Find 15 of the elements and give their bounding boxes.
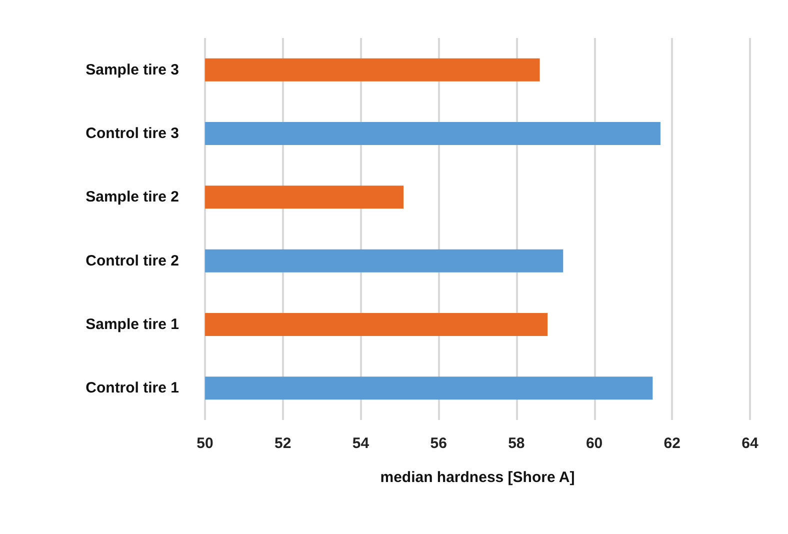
x-tick-label: 58 (508, 435, 525, 452)
x-tick-label: 54 (352, 435, 370, 452)
x-tick-label: 52 (274, 435, 292, 452)
x-tick-label: 60 (586, 435, 603, 452)
x-tick-label: 56 (430, 435, 447, 452)
y-tick-label: Sample tire 2 (86, 188, 179, 206)
x-tick-label: 50 (196, 435, 214, 452)
y-tick-label: Sample tire 3 (86, 61, 179, 78)
x-axis-title: median hardness [Shore A] (380, 469, 575, 486)
y-tick-label: Control tire 1 (86, 380, 179, 397)
x-tick-label: 64 (742, 435, 759, 452)
y-tick-label: Sample tire 1 (86, 316, 179, 333)
y-tick-label: Control tire 3 (86, 125, 179, 142)
x-tick-label: 62 (664, 435, 680, 452)
y-tick-label: Control tire 2 (86, 252, 179, 270)
